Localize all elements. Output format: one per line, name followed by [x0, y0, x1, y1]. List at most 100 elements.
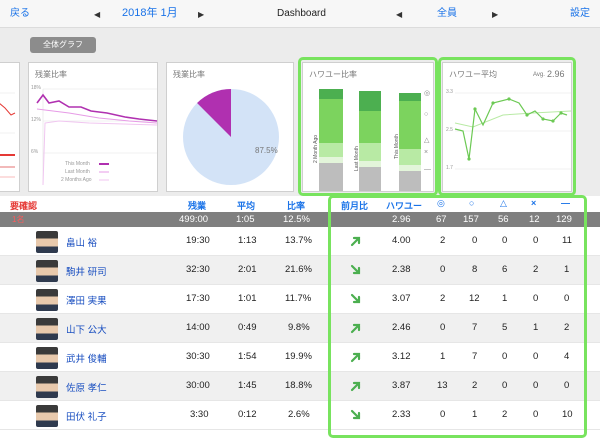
- m1-cell: 0: [440, 322, 446, 333]
- overtime-cell: 19:30: [186, 235, 210, 246]
- ratio-cell: 18.8%: [285, 380, 312, 391]
- y-tick: 2.5: [446, 127, 453, 133]
- month-label[interactable]: 2018年 1月: [122, 7, 178, 19]
- all-graph-button[interactable]: 全体グラフ: [30, 37, 96, 53]
- howayu-cell: 4.00: [392, 235, 411, 246]
- header-dash-icon[interactable]: —: [561, 198, 570, 208]
- ratio-cell: 9.8%: [288, 322, 310, 333]
- member-name[interactable]: 佐原 孝仁: [66, 383, 107, 394]
- trend-up-icon: [350, 235, 362, 247]
- m5-cell: 2: [564, 322, 570, 333]
- trend-up-icon: [350, 351, 362, 363]
- back-button[interactable]: 戻る: [10, 8, 30, 19]
- table-row[interactable]: 畠山 裕 19:30 1:13 13.7% 4.00 2 0 0 0 11: [0, 227, 600, 256]
- m4-cell: 0: [533, 293, 539, 304]
- header-cross-icon[interactable]: ×: [531, 198, 537, 208]
- total-m3: 56: [498, 214, 509, 225]
- legend-this-month: This Month: [65, 161, 90, 167]
- member-selector[interactable]: 全員: [437, 8, 457, 19]
- m4-cell: 2: [533, 264, 539, 275]
- total-m2: 157: [463, 214, 479, 225]
- table-row[interactable]: 山下 公大 14:00 0:49 9.8% 2.46 0 7 5 1 2: [0, 314, 600, 343]
- m3-cell: 6: [502, 264, 508, 275]
- m1-cell: 1: [440, 351, 446, 362]
- m1-cell: 2: [440, 293, 446, 304]
- overtime-pie-title: 残業比率: [173, 70, 205, 79]
- this-month-line: [36, 93, 158, 122]
- y-tick: 12%: [31, 117, 42, 123]
- member-name[interactable]: 武井 俊輔: [66, 354, 107, 365]
- header-double-circle-icon[interactable]: ◎: [437, 198, 445, 208]
- table-row[interactable]: 駒井 研司 32:30 2:01 21.6% 2.38 0 8 6 2 1: [0, 256, 600, 285]
- trend-up-icon: [350, 322, 362, 334]
- overtime-ratio-line-panel[interactable]: 残業比率 18% 12% 6% This Month Last Month 2 …: [28, 62, 158, 192]
- member-name[interactable]: 澤田 実果: [66, 296, 107, 307]
- average-cell: 1:54: [238, 351, 257, 362]
- howayu-cell: 2.33: [392, 409, 411, 420]
- m2-cell: 2: [472, 380, 478, 391]
- table-row[interactable]: 澤田 実果 17:30 1:01 11.7% 3.07 2 12 1 0 0: [0, 285, 600, 314]
- pie-value-label: 87.5%: [255, 146, 278, 155]
- overtime-cell: 30:30: [186, 351, 210, 362]
- member-name[interactable]: 田伏 礼子: [66, 412, 107, 423]
- overtime-cell: 30:00: [186, 380, 210, 391]
- pie-slice-highlight: [197, 89, 231, 137]
- header-overtime[interactable]: 残業: [188, 201, 207, 211]
- table-row[interactable]: 田伏 礼子 3:30 0:12 2.6% 2.33 0 1 2 0 10: [0, 401, 600, 430]
- ratio-cell: 13.7%: [285, 235, 312, 246]
- overtime-ratio-pie-panel[interactable]: 残業比率 87.5%: [166, 62, 294, 192]
- y-tick: 18%: [31, 85, 42, 91]
- table-row[interactable]: 佐原 孝仁 30:00 1:45 18.8% 3.87 13 2 0 0 0: [0, 372, 600, 401]
- next-month-arrow-icon[interactable]: ▶: [198, 10, 205, 19]
- overtime-pie-chart: [183, 89, 279, 185]
- last-month-line: [36, 108, 158, 124]
- y-tick: 1.7: [446, 165, 453, 171]
- header-ratio[interactable]: 比率: [287, 201, 306, 211]
- m5-cell: 4: [564, 351, 570, 362]
- overtime-cell: 32:30: [186, 264, 210, 275]
- howayu-ratio-panel[interactable]: ハワユー比率 2 Month Ago La: [302, 62, 434, 192]
- total-alert-count: 1名: [12, 215, 25, 224]
- table-row[interactable]: 武井 俊輔 30:30 1:54 19.9% 3.12 1 7 0 0 4: [0, 343, 600, 372]
- trend-down-icon: [350, 409, 362, 421]
- m1-cell: 0: [440, 264, 446, 275]
- table-header: 要確認 残業 平均 比率 前月比 ハワユー ◎ ○ △ × —: [0, 196, 600, 212]
- ratio-cell: 21.6%: [285, 264, 312, 275]
- m3-cell: 0: [502, 351, 508, 362]
- header-circle-icon[interactable]: ○: [469, 198, 475, 208]
- top-nav: 戻る ◀ 2018年 1月 ▶ Dashboard ◀ 全員 ▶ 設定: [0, 0, 600, 28]
- howayu-cell: 3.07: [392, 293, 411, 304]
- member-name[interactable]: 山下 公大: [66, 325, 107, 336]
- average-cell: 0:49: [238, 322, 257, 333]
- m2-cell: 8: [472, 264, 478, 275]
- overtime-cell: 3:30: [190, 409, 209, 420]
- ratio-cell: 2.6%: [288, 409, 310, 420]
- highlight-frame-table: [328, 195, 587, 438]
- legend-two-months-ago: 2 Months Ago: [61, 177, 92, 183]
- cut-off-graph-panel[interactable]: [0, 62, 20, 192]
- trend-up-icon: [350, 380, 362, 392]
- member-name[interactable]: 駒井 研司: [66, 267, 107, 278]
- settings-button[interactable]: 設定: [570, 8, 590, 19]
- header-triangle-icon[interactable]: △: [500, 198, 507, 208]
- graph-area: 全体グラフ 残業比率: [0, 28, 600, 196]
- header-average[interactable]: 平均: [237, 201, 256, 211]
- mark-triangle-icon: △: [424, 137, 430, 144]
- m3-cell: 1: [502, 293, 508, 304]
- m5-cell: 0: [564, 293, 570, 304]
- m4-cell: 1: [533, 322, 539, 333]
- header-prev-month[interactable]: 前月比: [341, 201, 369, 211]
- prev-month-arrow-icon[interactable]: ◀: [94, 10, 101, 19]
- avatar: [36, 347, 58, 369]
- prev-member-arrow-icon[interactable]: ◀: [396, 10, 403, 19]
- howayu-average-panel[interactable]: ハワユー平均 Avg. 2.96 3.3 2.5 1.7: [442, 62, 572, 192]
- mark-dash-icon: —: [424, 166, 431, 173]
- next-member-arrow-icon[interactable]: ▶: [492, 10, 499, 19]
- mark-cross-icon: ×: [424, 149, 429, 156]
- overtime-cell: 14:00: [186, 322, 210, 333]
- howayu-cell: 3.12: [392, 351, 411, 362]
- header-howayu[interactable]: ハワユー: [386, 201, 423, 211]
- overtime-line-chart: [36, 88, 158, 186]
- member-name[interactable]: 畠山 裕: [66, 238, 98, 249]
- avatar: [36, 405, 58, 427]
